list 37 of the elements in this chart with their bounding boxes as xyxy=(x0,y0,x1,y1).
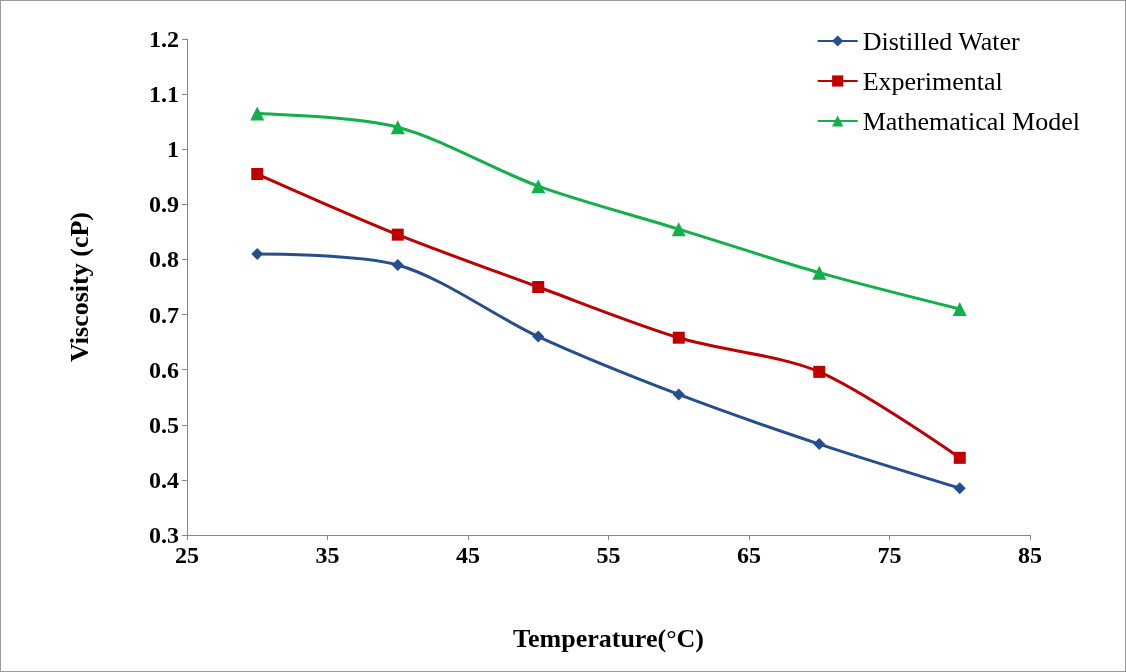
y-axis-title: Viscosity (cP) xyxy=(64,212,94,362)
point xyxy=(391,258,404,271)
legend-label: Experimental xyxy=(862,66,1003,96)
y-tick-label: 1 xyxy=(167,136,179,163)
point xyxy=(952,302,967,317)
y-tick-label: 0.8 xyxy=(149,246,179,273)
y-tick-label: 1.1 xyxy=(149,81,179,108)
x-axis-title: Temperature(°C) xyxy=(513,623,704,653)
x-tick-label: 45 xyxy=(456,542,480,568)
x-tick-label: 55 xyxy=(596,542,621,568)
point xyxy=(532,330,545,343)
x-tick-label: 85 xyxy=(1018,542,1042,568)
point xyxy=(672,388,685,401)
point xyxy=(391,228,404,241)
point xyxy=(953,482,966,495)
point xyxy=(812,265,827,280)
point xyxy=(813,438,826,451)
y-tick-label: 0.4 xyxy=(149,466,179,493)
point xyxy=(390,120,405,135)
x-tick-label: 35 xyxy=(315,542,340,568)
point xyxy=(251,168,264,181)
point xyxy=(672,331,685,344)
y-tick-label: 0.6 xyxy=(149,356,179,383)
point xyxy=(813,365,826,378)
point xyxy=(532,281,545,293)
point xyxy=(250,106,265,121)
point xyxy=(953,451,966,464)
y-tick-label: 0.9 xyxy=(149,191,179,218)
legend-label: Mathematical Model xyxy=(862,106,1081,136)
y-tick-label: 0.7 xyxy=(149,301,179,328)
y-tick-label: 0.5 xyxy=(149,411,179,438)
legend-label: Distilled Water xyxy=(862,26,1021,56)
point xyxy=(531,179,546,194)
x-tick-label: 65 xyxy=(737,542,761,568)
x-tick-label: 75 xyxy=(877,542,902,568)
y-tick-label: 1.2 xyxy=(149,26,179,52)
point xyxy=(671,222,686,237)
